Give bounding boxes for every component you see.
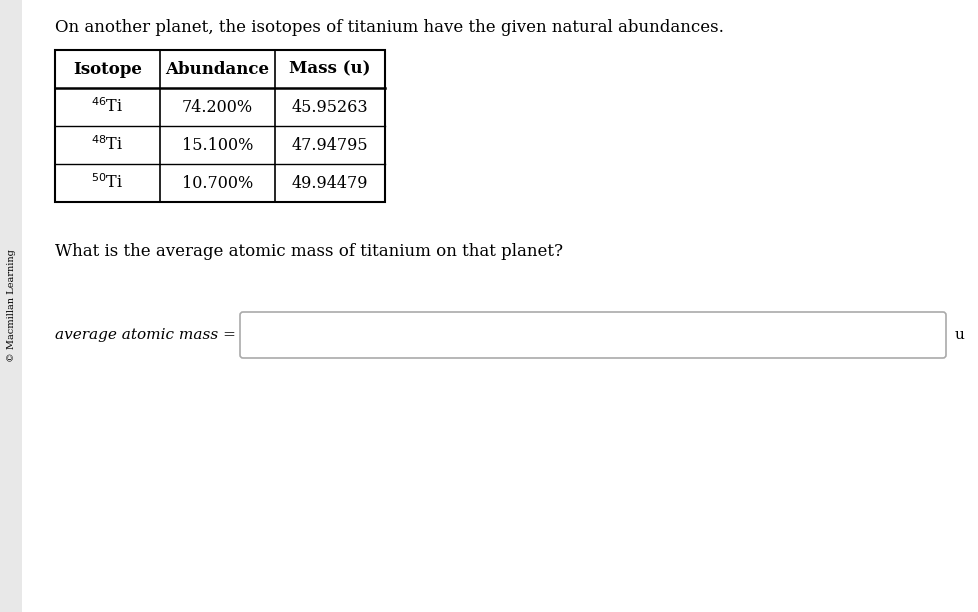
Text: 49.94479: 49.94479 [291,174,368,192]
Text: 47.94795: 47.94795 [291,136,368,154]
Text: average atomic mass =: average atomic mass = [55,328,236,342]
Text: Mass (u): Mass (u) [289,61,371,78]
Text: $^{48}$Ti: $^{48}$Ti [91,136,123,154]
Text: Abundance: Abundance [165,61,269,78]
Text: Isotope: Isotope [73,61,142,78]
Text: $^{46}$Ti: $^{46}$Ti [91,98,123,116]
Text: $^{50}$Ti: $^{50}$Ti [91,174,123,192]
Text: © Macmillan Learning: © Macmillan Learning [8,250,17,362]
Text: 10.700%: 10.700% [182,174,253,192]
Text: What is the average atomic mass of titanium on that planet?: What is the average atomic mass of titan… [55,244,562,261]
Text: 45.95263: 45.95263 [291,99,368,116]
Text: 74.200%: 74.200% [182,99,252,116]
Bar [55,50,384,202]
Text: 15.100%: 15.100% [182,136,253,154]
Text: u: u [954,328,964,342]
FancyBboxPatch shape [240,312,945,358]
Text: On another planet, the isotopes of titanium have the given natural abundances.: On another planet, the isotopes of titan… [55,20,723,37]
